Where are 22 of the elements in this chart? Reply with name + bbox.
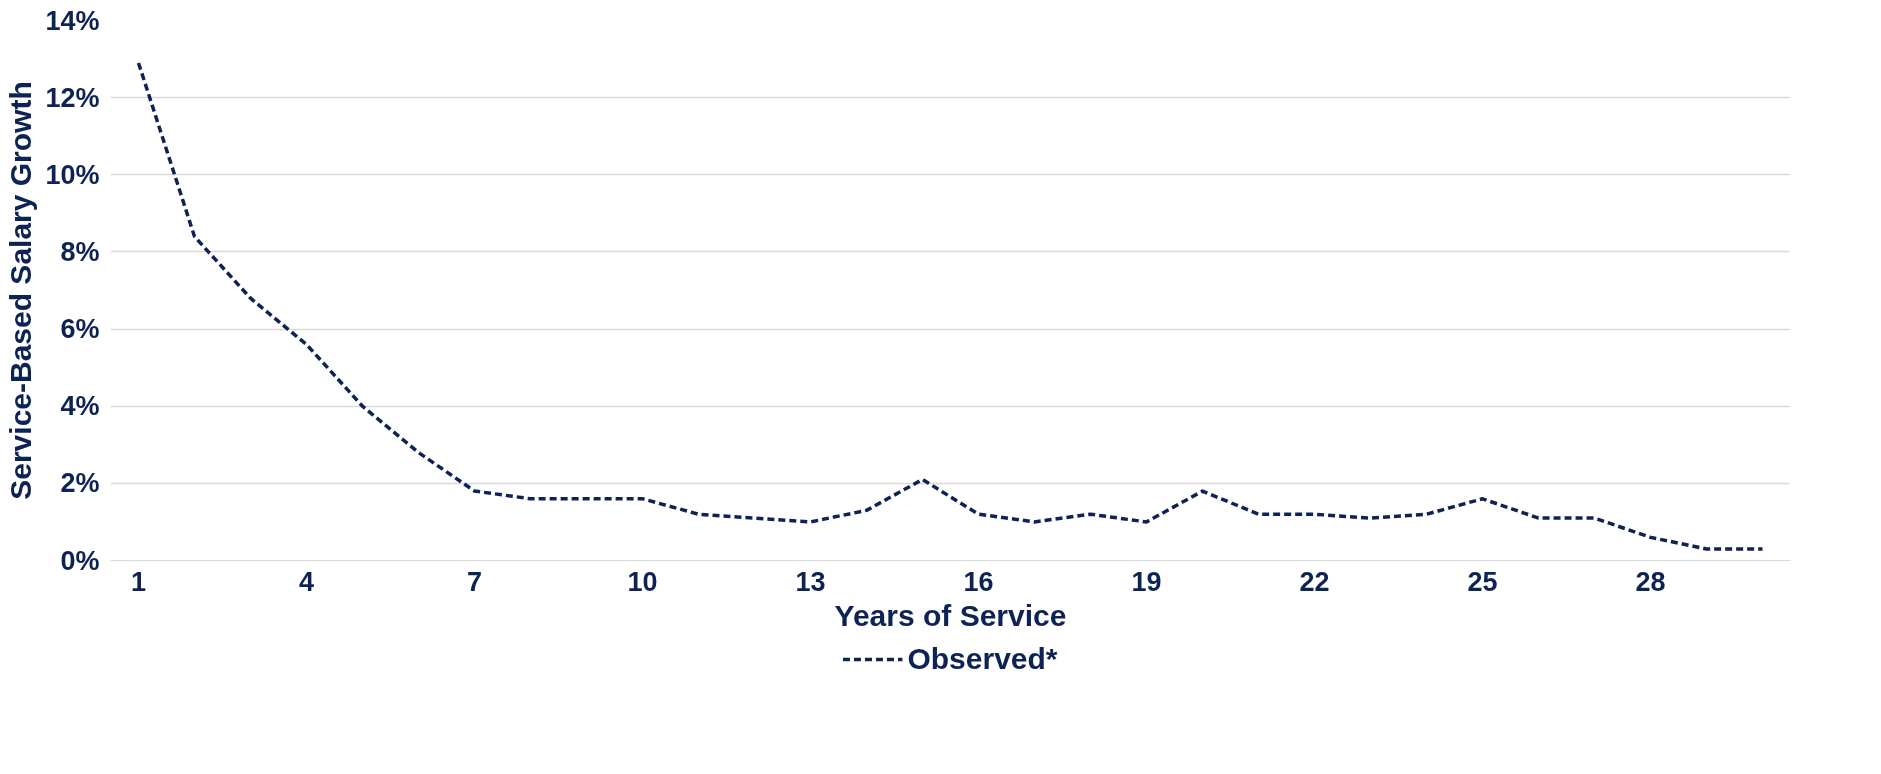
x-axis-title: Years of Service [834,598,1067,632]
x-tick-label: 16 [963,566,994,597]
x-tick-label: 28 [1635,566,1666,597]
x-tick-label: 25 [1467,566,1498,597]
y-tick-label: 14% [45,5,100,36]
x-tick-label: 19 [1131,566,1162,597]
x-tick-label: 4 [298,566,315,597]
x-tick-label: 22 [1299,566,1330,597]
line-series [136,61,1765,551]
y-tick-label: 2% [60,468,100,499]
y-axis-title: Service-Based Salary Growth [4,81,38,500]
x-tick-label: 1 [130,566,147,597]
y-tick-label: 6% [60,314,100,345]
y-tick-label: 12% [45,82,100,113]
x-tick-label: 7 [466,566,483,597]
x-tick-label: 13 [795,566,826,597]
y-tick-label: 8% [60,236,100,267]
y-tick-label: 0% [60,545,100,576]
y-tick-label: 10% [45,159,100,190]
x-tick-label: 10 [627,566,658,597]
legend-label: Observed* [907,642,1058,676]
y-tick-label: 4% [60,391,100,422]
